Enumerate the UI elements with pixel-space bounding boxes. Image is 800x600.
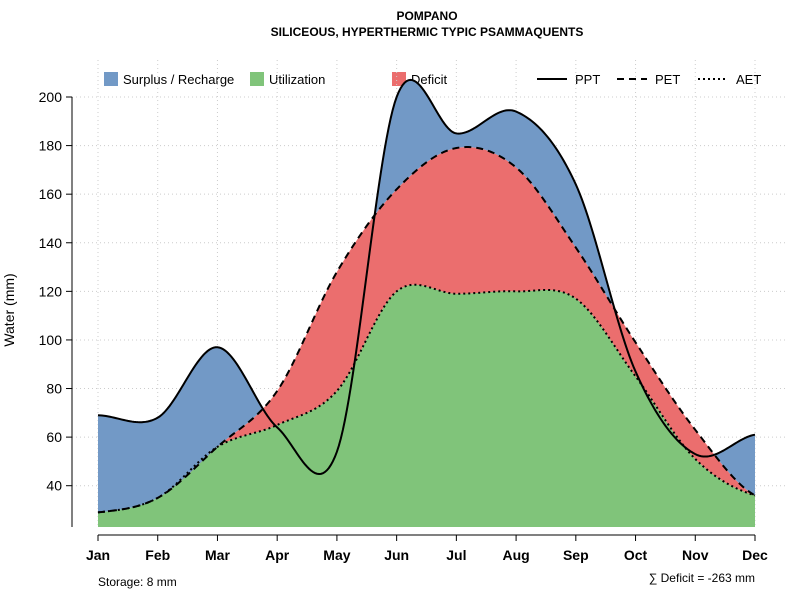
legend-label: PPT	[575, 72, 600, 87]
utilization-area	[98, 284, 755, 527]
legend-swatch	[392, 72, 406, 86]
legend-item-aet: AET	[698, 72, 761, 87]
legend-label: PET	[655, 72, 680, 87]
y-tick-label: 140	[39, 235, 63, 251]
fill-areas	[98, 79, 755, 527]
legend-item-surplus-recharge: Surplus / Recharge	[104, 72, 234, 87]
legend: Surplus / Recharge Utilization Deficit PPT P…	[104, 72, 761, 87]
deficit-area	[98, 147, 755, 513]
y-tick-label: 120	[39, 283, 63, 299]
series-line-ppt	[97, 78, 756, 476]
x-tick-label: Sep	[563, 547, 589, 563]
series-line-aet	[97, 283, 756, 514]
x-tick-label: Jan	[86, 547, 110, 563]
surplus-area	[98, 79, 755, 513]
x-tick-label: Apr	[265, 547, 290, 563]
y-tick-label: 100	[39, 332, 63, 348]
x-tick-label: Aug	[502, 547, 529, 563]
storage-label: Storage: 8 mm	[98, 575, 177, 589]
x-tick-label: Feb	[145, 547, 170, 563]
x-tick-label: Dec	[742, 547, 768, 563]
series-line-pet	[97, 146, 756, 514]
y-axis-title: Water (mm)	[1, 273, 17, 346]
legend-swatch	[250, 72, 264, 86]
legend-item-deficit: Deficit	[392, 72, 448, 87]
y-tick-label: 160	[39, 186, 63, 202]
deficit-label: ∑ Deficit = -263 mm	[649, 571, 755, 585]
series-lines	[97, 78, 756, 514]
y-tick-label: 180	[39, 138, 63, 154]
x-tick-label: Jun	[384, 547, 409, 563]
y-tick-label: 200	[39, 89, 63, 105]
legend-item-pet: PET	[617, 72, 680, 87]
x-tick-label: Nov	[682, 547, 709, 563]
legend-swatch	[104, 72, 118, 86]
x-tick-label: Mar	[205, 547, 230, 563]
x-tick-label: May	[323, 547, 350, 563]
y-tick-label: 80	[46, 381, 62, 397]
legend-label: AET	[736, 72, 761, 87]
legend-item-utilization: Utilization	[250, 72, 325, 87]
y-tick-label: 60	[46, 429, 62, 445]
legend-item-ppt: PPT	[537, 72, 600, 87]
legend-label: Utilization	[269, 72, 325, 87]
x-tick-label: Jul	[446, 547, 466, 563]
chart-subtitle: SILICEOUS, HYPERTHERMIC TYPIC PSAMMAQUEN…	[271, 25, 584, 39]
legend-label: Deficit	[411, 72, 448, 87]
legend-label: Surplus / Recharge	[123, 72, 234, 87]
axes: 40 60 80 100 120 140 160 180 200 Jan Feb Mar Apr May J…	[39, 89, 768, 563]
y-tick-label: 40	[46, 478, 62, 494]
chart-title: POMPANO	[396, 9, 457, 23]
x-tick-label: Oct	[624, 547, 648, 563]
